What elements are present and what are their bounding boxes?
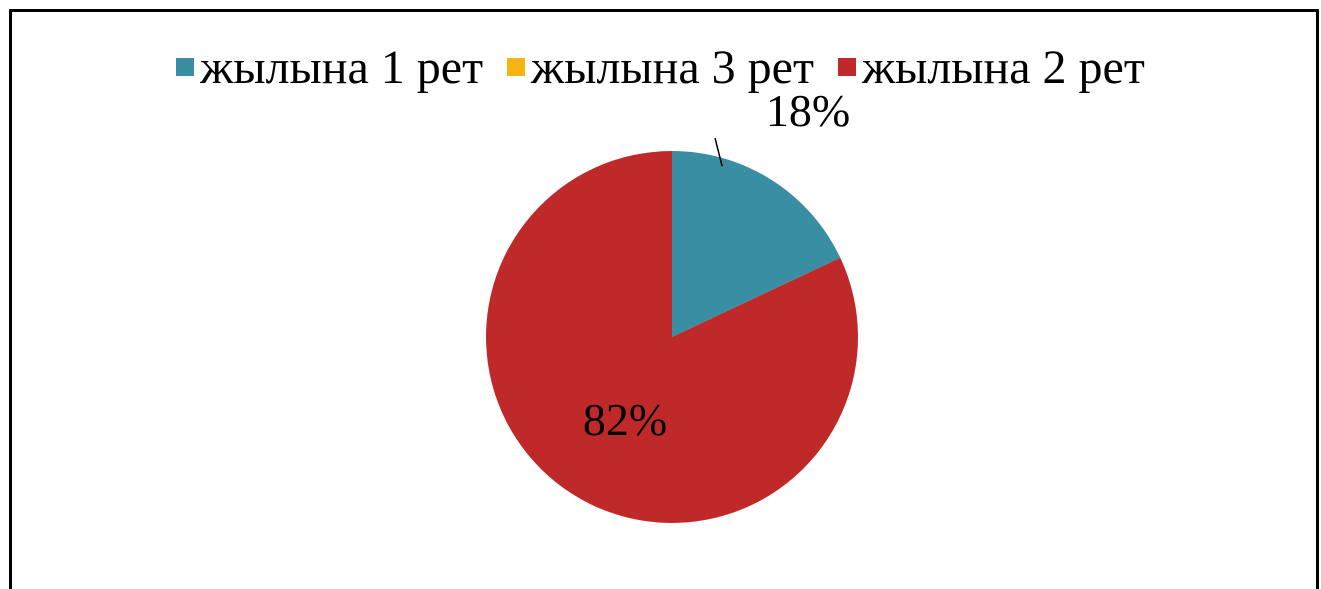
legend-item-3: жылына 2 рет <box>837 40 1145 96</box>
legend-label-1: жылына 1 рет <box>200 41 484 94</box>
legend-item-1: жылына 1 рет <box>176 40 483 96</box>
legend-swatch-2 <box>507 58 526 76</box>
legend-swatch-1 <box>176 58 195 76</box>
slice-label-3: 82% <box>583 394 667 445</box>
chart-legend: жылына 1 рет жылына 3 рет жылына 2 рет <box>0 40 1321 96</box>
legend-label-2: жылына 3 рет <box>531 41 814 94</box>
legend-label-3: жылына 2 рет <box>861 41 1145 94</box>
legend-item-2: жылына 3 рет <box>507 40 814 96</box>
legend-swatch-3 <box>837 58 856 76</box>
pie-slice-1 <box>672 151 841 337</box>
pie-slice-3 <box>486 151 858 523</box>
leader-line-1 <box>714 137 723 167</box>
slice-label-1: 18% <box>766 85 850 136</box>
